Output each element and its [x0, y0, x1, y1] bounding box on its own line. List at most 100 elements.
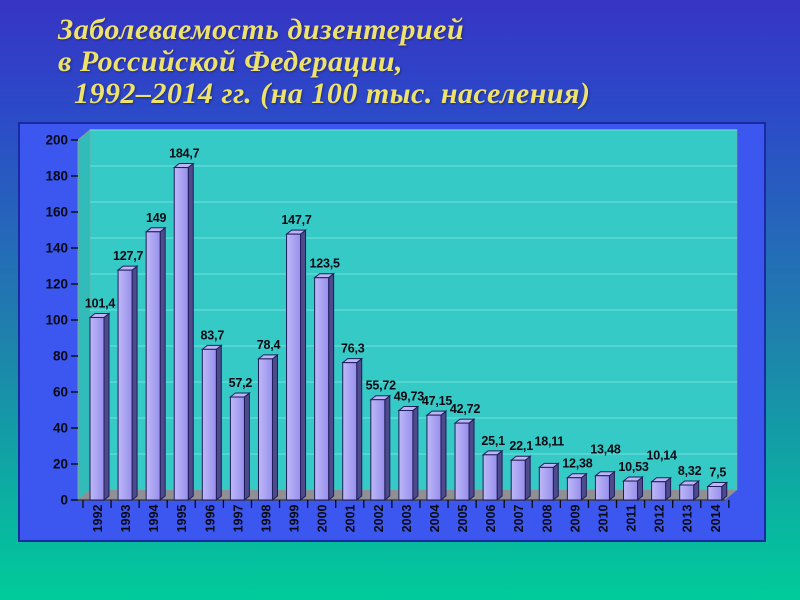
bar-value-label: 7,5: [709, 466, 726, 480]
bar-2002: [370, 399, 386, 501]
bar-side-1996: [215, 344, 222, 502]
x-axis-category-label: 2005: [456, 504, 470, 532]
x-axis-category-label: 1994: [147, 504, 161, 532]
title-line-2: в Российской Федерации,: [58, 45, 404, 78]
y-axis-label: 80: [53, 349, 68, 364]
bar-2011: [623, 480, 639, 501]
bar-value-label: 127,7: [113, 249, 144, 263]
bar-2014: [707, 486, 723, 501]
bar-side-2005: [468, 418, 475, 502]
x-axis-category-label: 1999: [288, 504, 302, 532]
x-axis-category-label: 1993: [119, 504, 133, 532]
x-axis-category-label: 2011: [625, 504, 639, 531]
bar-2003: [398, 409, 414, 501]
bar-side-2002: [384, 394, 391, 502]
y-axis-label: 200: [45, 133, 68, 148]
y-axis-label: 180: [45, 169, 68, 184]
bar-2005: [454, 422, 470, 501]
bar-1998: [257, 358, 273, 501]
bar-1997: [229, 396, 245, 501]
y-axis-label: 40: [53, 421, 68, 436]
bar-side-1993: [131, 265, 138, 502]
bar-side-2010: [608, 470, 615, 502]
bar-value-label: 83,7: [201, 328, 225, 342]
bar-value-label: 47,15: [422, 394, 453, 408]
x-axis-category-label: 2013: [681, 504, 695, 532]
bar-1993: [117, 269, 133, 501]
y-axis-label: 140: [45, 241, 68, 256]
x-axis-category-label: 2004: [428, 504, 442, 532]
y-axis-label: 20: [53, 457, 68, 472]
title-line-3: 1992–2014 гг. (на 100 тыс. населения): [74, 77, 591, 110]
x-axis-category-label: 2002: [372, 504, 386, 532]
bar-chart: 0 20 40 60 80 100 120 140 160 180 200 101,4 1992 127,…: [18, 122, 766, 542]
bar-1995: [173, 167, 189, 501]
bar-side-1992: [103, 312, 110, 502]
y-axis-label: 120: [45, 277, 68, 292]
bar-value-label: 10,14: [646, 449, 677, 463]
bar-1992: [89, 316, 105, 501]
bar-2008: [538, 466, 554, 501]
bar-value-label: 25,1: [481, 434, 505, 448]
bar-side-2004: [440, 410, 447, 502]
x-axis-category-label: 2006: [484, 504, 498, 532]
bar-2000: [314, 277, 330, 501]
chart-panel: 0 20 40 60 80 100 120 140 160 180 200 101,4 1992 127,…: [18, 122, 766, 542]
bar-2006: [482, 454, 498, 501]
bar-side-1999: [300, 229, 307, 502]
bar-value-label: 76,3: [341, 342, 365, 356]
side-wall: [77, 128, 91, 502]
bar-value-label: 42,72: [450, 402, 481, 416]
bar-side-1998: [271, 353, 278, 502]
x-axis-category-label: 1995: [175, 504, 189, 532]
bar-side-2007: [524, 455, 531, 502]
x-axis-category-label: 1996: [203, 504, 217, 532]
bar-value-label: 147,7: [281, 213, 312, 227]
bar-value-label: 22,1: [509, 439, 533, 453]
bar-side-1995: [187, 162, 194, 502]
bar-value-label: 101,4: [85, 296, 116, 310]
slide-title: Заболеваемость дизентерией в Российской …: [58, 14, 778, 110]
bar-value-label: 10,53: [618, 460, 649, 474]
bar-value-label: 49,73: [394, 389, 425, 403]
bar-side-2008: [552, 462, 559, 502]
bar-value-label: 123,5: [309, 257, 340, 271]
bar-side-2006: [496, 449, 503, 502]
bar-side-2001: [356, 357, 363, 502]
bar-value-label: 78,4: [257, 338, 281, 352]
x-axis-category-label: 2000: [316, 504, 330, 532]
bar-value-label: 184,7: [169, 147, 200, 161]
x-axis-category-label: 2009: [568, 504, 582, 532]
x-axis-category-label: 2008: [540, 504, 554, 532]
bar-side-2000: [328, 272, 335, 502]
x-axis-category-label: 1992: [91, 504, 105, 532]
x-axis-category-label: 2001: [344, 504, 358, 532]
bar-value-label: 12,38: [562, 457, 593, 471]
bar-1994: [145, 231, 161, 501]
bar-side-2003: [412, 405, 419, 502]
bar-2004: [426, 414, 442, 501]
x-axis-category-label: 2014: [709, 504, 723, 532]
y-axis-label: 100: [45, 313, 68, 328]
y-axis-label: 0: [60, 493, 68, 508]
x-axis-category-label: 2007: [512, 504, 526, 532]
bar-value-label: 55,72: [366, 379, 397, 393]
bar-2012: [651, 481, 667, 501]
bar-side-1997: [243, 391, 250, 502]
bar-value-label: 13,48: [590, 443, 621, 457]
bar-2013: [679, 484, 695, 501]
bar-value-label: 18,11: [534, 434, 564, 448]
bar-2009: [566, 477, 582, 501]
bar-side-1994: [159, 226, 166, 502]
x-axis-category-label: 2012: [653, 504, 667, 532]
bar-2007: [510, 459, 526, 501]
x-axis-category-label: 1997: [231, 504, 245, 532]
bar-value-label: 149: [146, 211, 167, 225]
y-axis-label: 160: [45, 205, 68, 220]
x-axis-category-label: 1998: [259, 504, 273, 532]
bar-1996: [201, 348, 217, 501]
x-axis-category-label: 2010: [596, 504, 610, 532]
bar-value-label: 8,32: [678, 464, 702, 478]
bar-2001: [342, 362, 358, 501]
